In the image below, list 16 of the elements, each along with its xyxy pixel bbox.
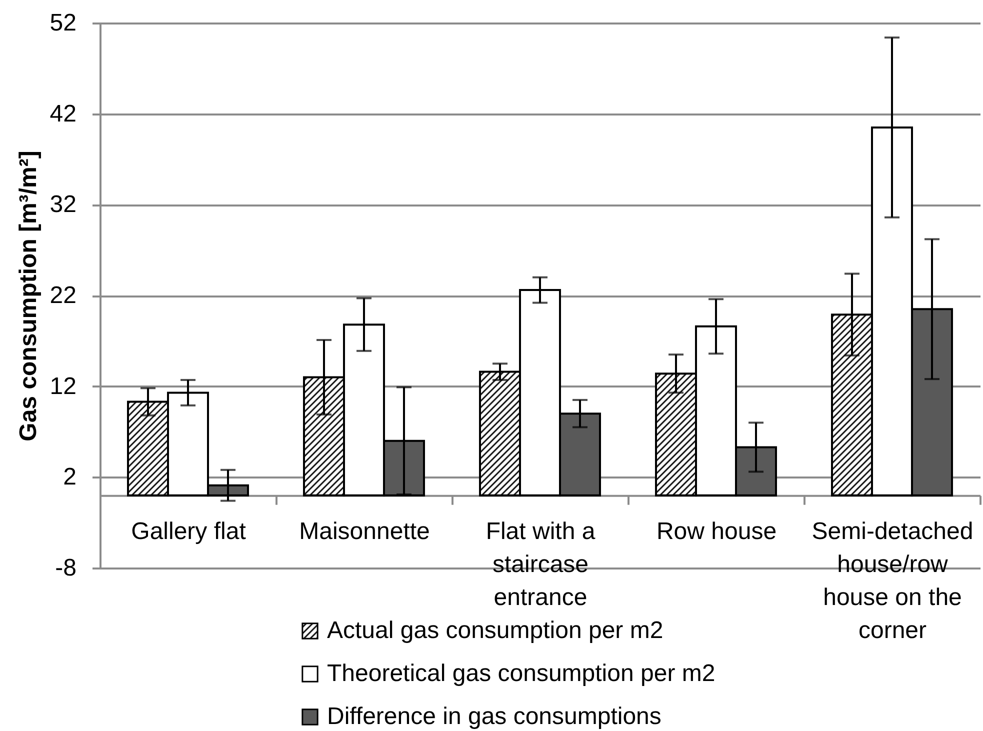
x-tick-label: Maisonnette — [299, 518, 430, 545]
legend-label: Actual gas consumption per m2 — [327, 617, 664, 644]
y-tick-label: -8 — [55, 554, 76, 582]
y-tick-label: 22 — [50, 282, 76, 309]
x-tick-label: Gallery flat — [131, 518, 246, 545]
y-tick-label: 12 — [50, 372, 76, 400]
y-tick-label: 52 — [50, 10, 76, 36]
y-tick-label: 42 — [50, 100, 76, 128]
legend-label: Difference in gas consumptions — [327, 703, 662, 730]
y-axis-title: Gas consumption [m³/m²] — [14, 150, 42, 442]
y-tick-label: 32 — [50, 191, 76, 218]
x-tick-label: Flat with a staircase entrance — [486, 518, 596, 611]
x-tick-label: Row house — [656, 518, 777, 545]
y-tick-label: 2 — [63, 464, 76, 491]
legend-label: Theoretical gas consumption per m2 — [327, 660, 716, 687]
x-tick-label: Semi-detached house/row house on the corner — [812, 518, 974, 644]
